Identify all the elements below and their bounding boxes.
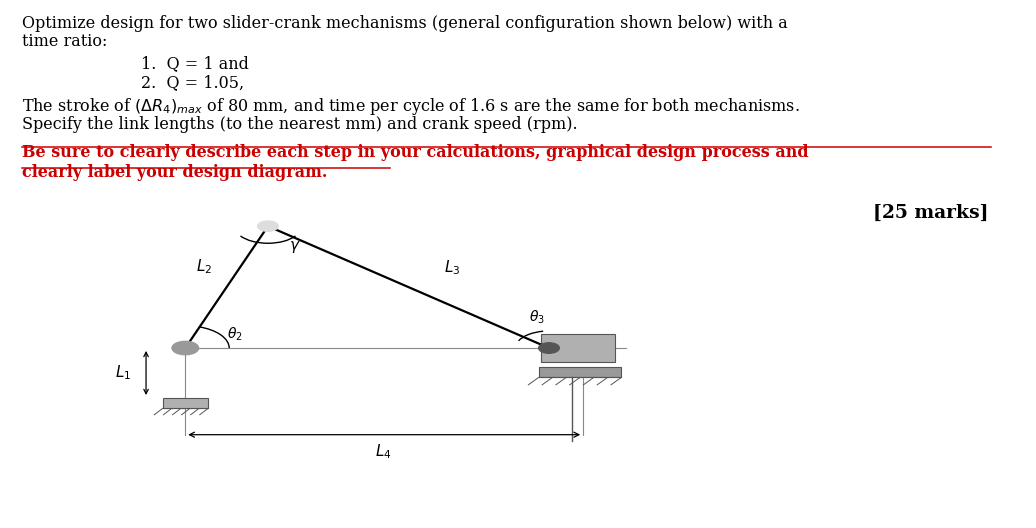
Text: Optimize design for two slider-crank mechanisms (general configuration shown bel: Optimize design for two slider-crank mec… bbox=[22, 14, 787, 32]
Text: time ratio:: time ratio: bbox=[22, 33, 108, 50]
Circle shape bbox=[172, 341, 199, 355]
Bar bbox=[539, 367, 622, 378]
Text: $\gamma$: $\gamma$ bbox=[289, 239, 300, 256]
Bar bbox=[163, 398, 208, 409]
Text: 1.  Q = 1 and: 1. Q = 1 and bbox=[141, 55, 249, 72]
Circle shape bbox=[258, 221, 279, 231]
Text: 2.  Q = 1.05,: 2. Q = 1.05, bbox=[141, 74, 244, 91]
Text: $L_4$: $L_4$ bbox=[375, 442, 392, 461]
Text: Specify the link lengths (to the nearest mm) and crank speed (rpm).: Specify the link lengths (to the nearest… bbox=[22, 116, 578, 133]
Text: clearly label your design diagram.: clearly label your design diagram. bbox=[22, 164, 327, 181]
Bar bbox=[541, 334, 615, 362]
Text: [25 marks]: [25 marks] bbox=[872, 204, 988, 222]
Text: $\theta_3$: $\theta_3$ bbox=[528, 308, 545, 326]
Text: $L_2$: $L_2$ bbox=[196, 257, 212, 276]
Text: The stroke of $(\Delta R_4)_{max}$ of 80 mm, and time per cycle of 1.6 s are the: The stroke of $(\Delta R_4)_{max}$ of 80… bbox=[22, 96, 800, 117]
Text: $L_1$: $L_1$ bbox=[115, 364, 132, 382]
Text: $L_3$: $L_3$ bbox=[443, 258, 460, 277]
Circle shape bbox=[539, 343, 559, 353]
Text: $\theta_2$: $\theta_2$ bbox=[227, 325, 242, 343]
Text: Be sure to clearly describe each step in your calculations, graphical design pro: Be sure to clearly describe each step in… bbox=[22, 144, 809, 161]
